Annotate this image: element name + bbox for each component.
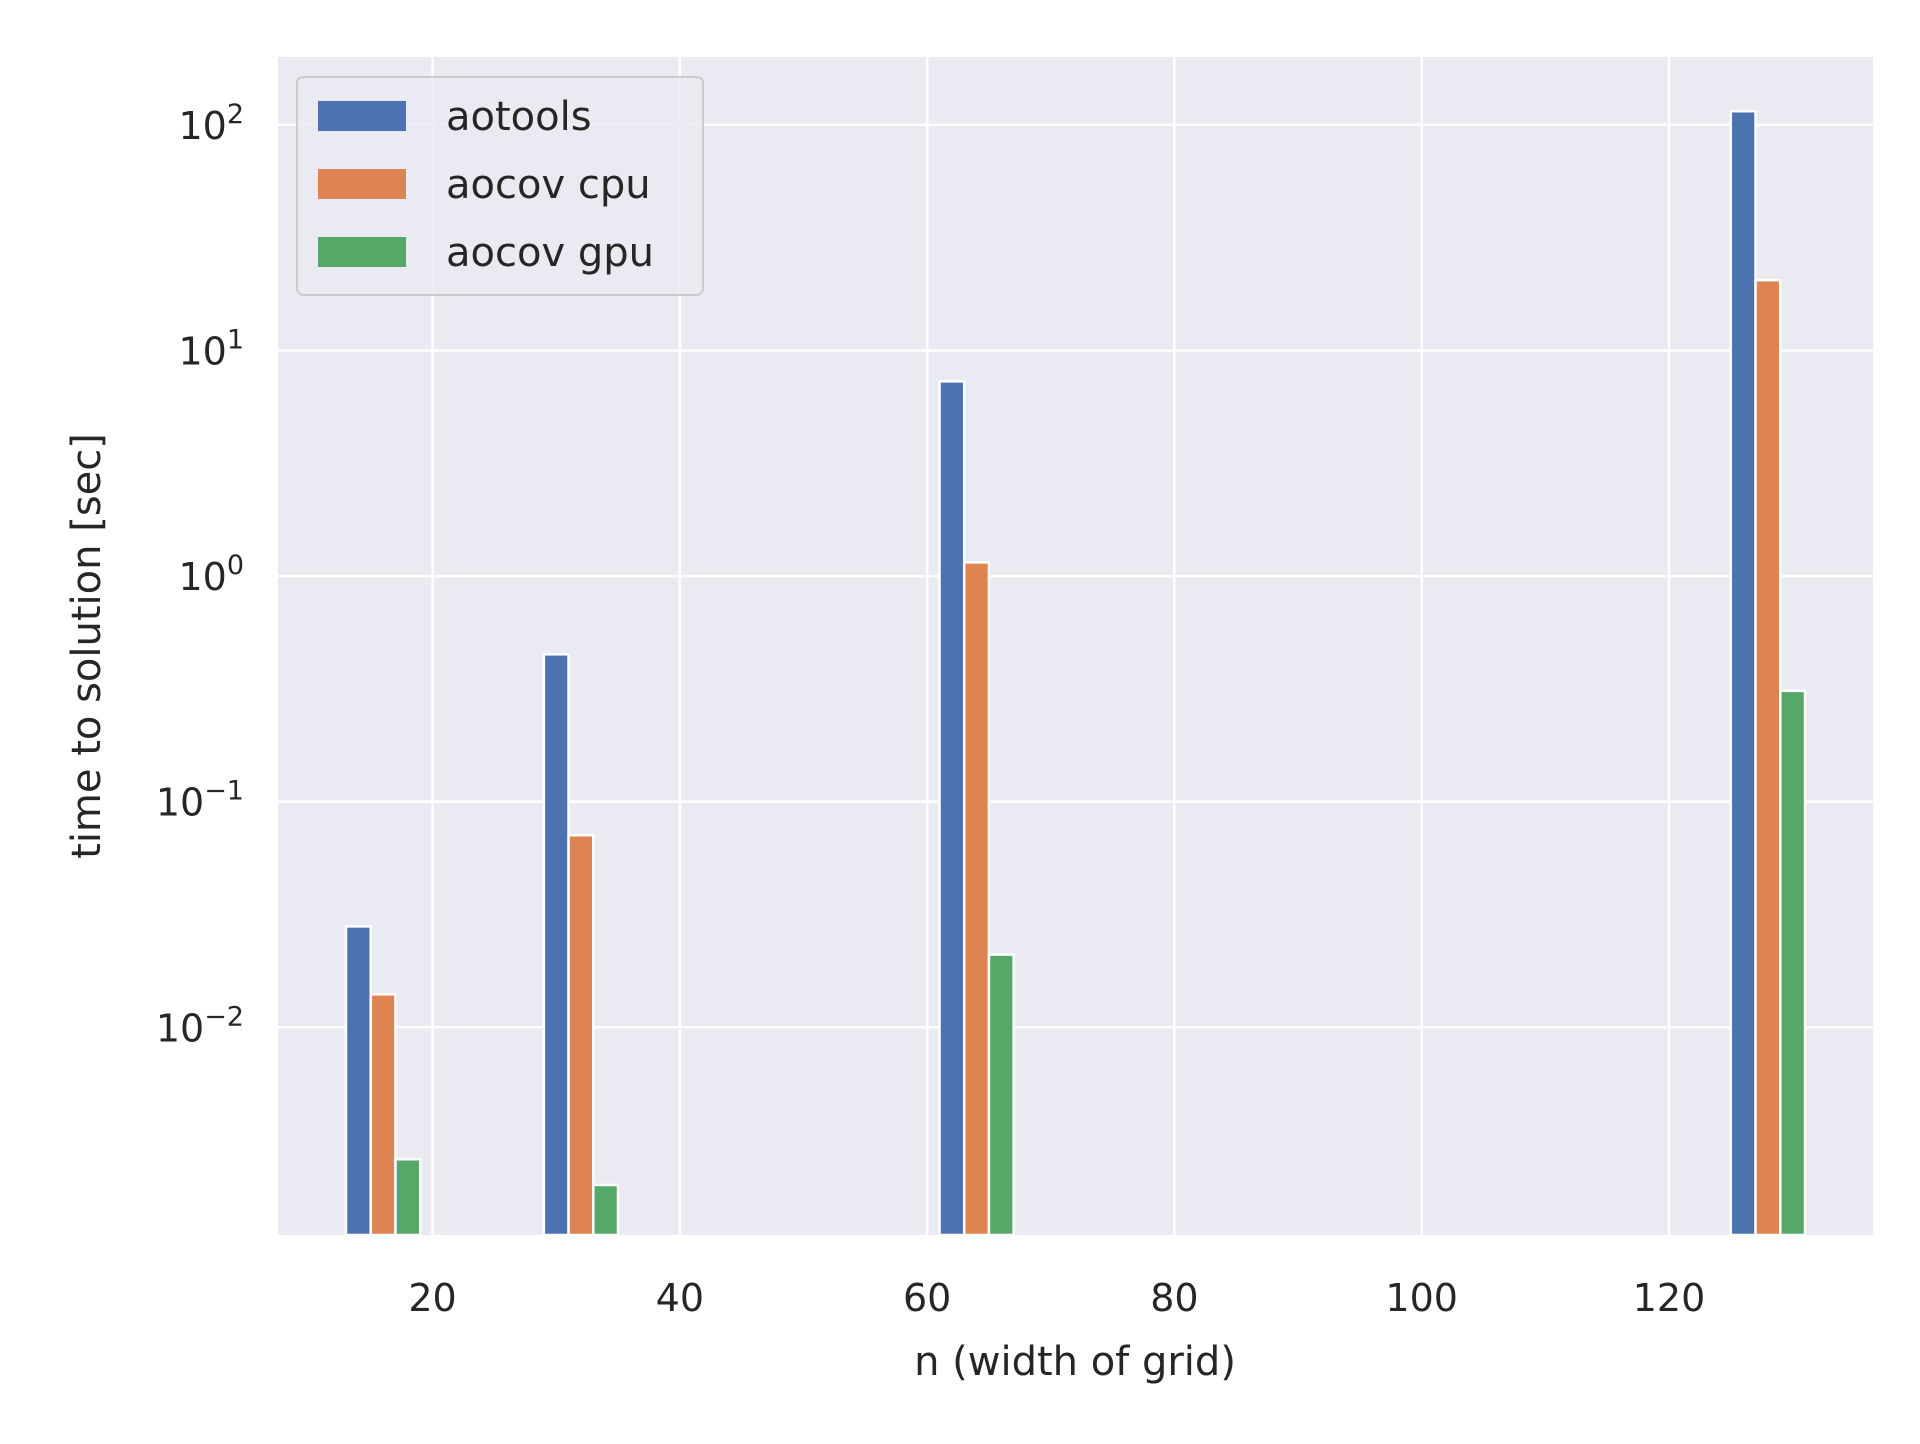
bar-aocov-cpu-32 bbox=[567, 833, 595, 1237]
x-tick-label: 100 bbox=[1385, 1276, 1458, 1320]
bar-aocov-gpu-16 bbox=[394, 1157, 422, 1237]
legend: aotools aocov cpu aocov gpu bbox=[296, 76, 704, 296]
legend-swatch bbox=[318, 169, 406, 199]
y-tick-label: 10−1 bbox=[156, 776, 244, 825]
bar-aocov-gpu-32 bbox=[592, 1183, 620, 1237]
x-tick-labels: 20 40 60 80 100 120 bbox=[408, 1276, 1705, 1320]
y-tick-label: 10−2 bbox=[156, 1001, 244, 1050]
legend-label: aocov gpu bbox=[446, 230, 654, 276]
bar-aocov-gpu-128 bbox=[1779, 689, 1807, 1237]
legend-swatch bbox=[318, 237, 406, 267]
y-tick-label: 100 bbox=[178, 550, 244, 599]
y-tick-label: 102 bbox=[178, 99, 244, 148]
legend-swatch bbox=[318, 101, 406, 131]
x-tick-label: 20 bbox=[408, 1276, 456, 1320]
bar-aotools-32 bbox=[542, 653, 570, 1237]
y-tick-label: 101 bbox=[178, 325, 244, 374]
legend-label: aotools bbox=[446, 94, 592, 140]
bar-aotools-16 bbox=[344, 925, 372, 1237]
bar-aotools-128 bbox=[1729, 109, 1757, 1237]
x-tick-label: 60 bbox=[903, 1276, 951, 1320]
y-axis-label: time to solution [sec] bbox=[64, 433, 110, 859]
bar-aotools-64 bbox=[938, 380, 966, 1237]
x-tick-label: 80 bbox=[1150, 1276, 1198, 1320]
x-axis-label: n (width of grid) bbox=[914, 1339, 1236, 1385]
bar-aocov-gpu-64 bbox=[987, 953, 1015, 1237]
y-tick-labels: 10−2 10−1 100 101 102 bbox=[156, 99, 244, 1050]
x-tick-label: 120 bbox=[1633, 1276, 1706, 1320]
bar-aocov-cpu-128 bbox=[1754, 278, 1782, 1237]
x-tick-label: 40 bbox=[656, 1276, 704, 1320]
bar-aocov-cpu-16 bbox=[369, 993, 397, 1237]
bars-group bbox=[344, 109, 1807, 1237]
bar-aocov-cpu-64 bbox=[962, 561, 991, 1237]
legend-label: aocov cpu bbox=[446, 162, 651, 208]
